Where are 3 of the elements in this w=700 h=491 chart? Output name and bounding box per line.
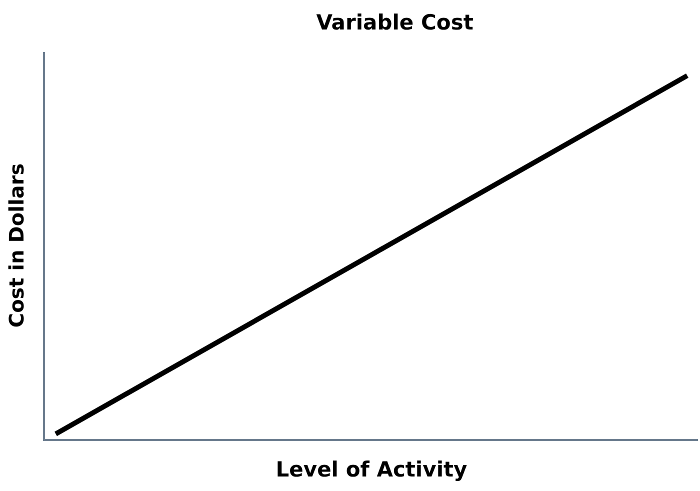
chart-title: Variable Cost [316,10,474,34]
x-axis-title: Level of Activity [276,457,468,482]
y-axis-title: Cost in Dollars [4,163,28,328]
